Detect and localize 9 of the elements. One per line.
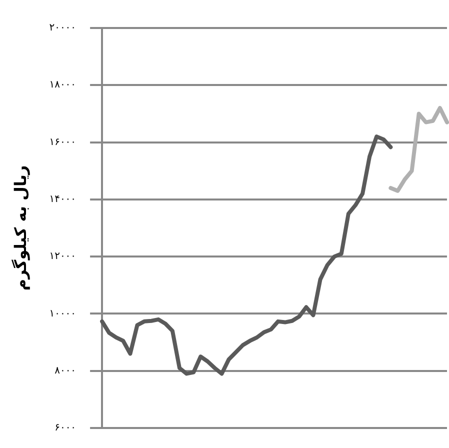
y-tick-label: ۱۲۰۰۰ — [49, 251, 76, 262]
y-tick-label: ۱۴۰۰۰ — [49, 194, 76, 206]
y-tick-label: ۸۰۰۰ — [54, 365, 76, 376]
y-tick-label: ۱۸۰۰۰ — [49, 80, 76, 91]
y-tick-label: ۶۰۰۰ — [54, 422, 76, 434]
y-tick-label: ۲۰۰۰۰ — [49, 22, 76, 34]
y-tick-label: ۱۶۰۰۰ — [49, 136, 76, 148]
y-tick-label: ۱۰۰۰۰ — [49, 308, 76, 320]
y-axis-title: ریال به کیلوگرم — [10, 165, 30, 291]
